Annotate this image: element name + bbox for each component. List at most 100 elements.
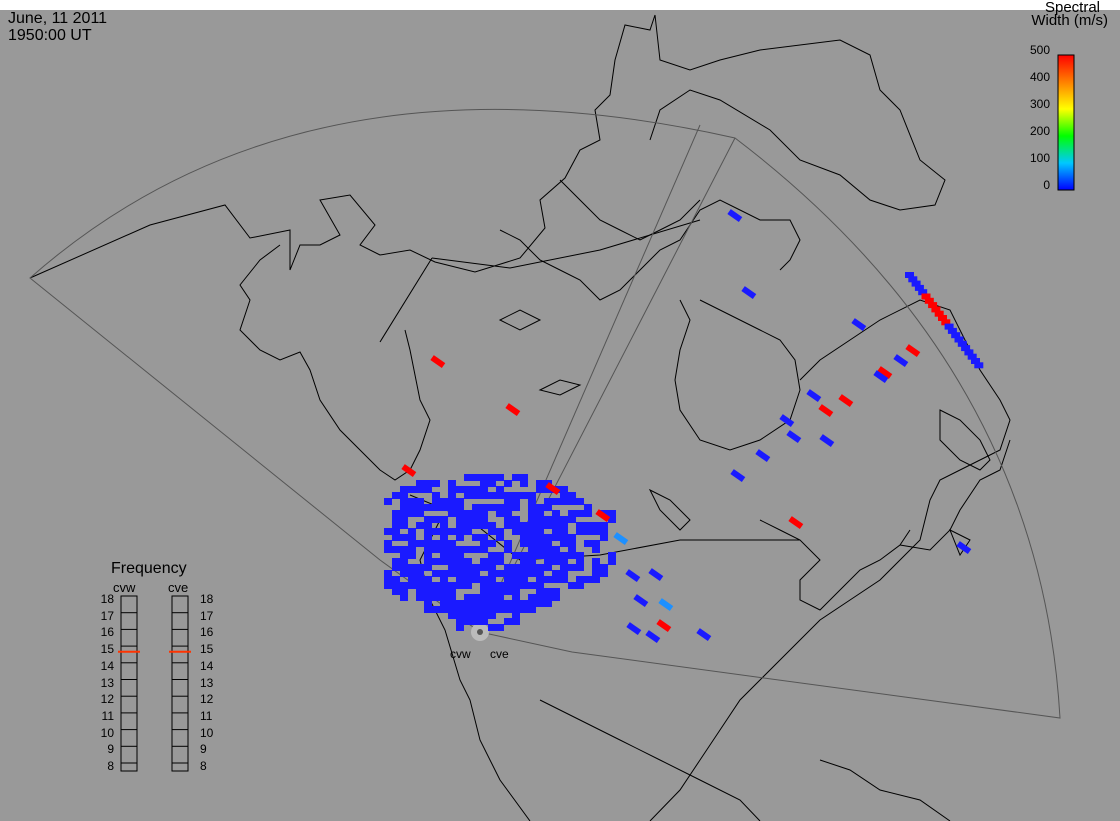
scatter-cell bbox=[424, 534, 432, 541]
scatter-cell bbox=[528, 606, 536, 613]
scatter-cell bbox=[448, 480, 456, 487]
scatter-cell bbox=[512, 504, 520, 511]
scatter-cell bbox=[568, 564, 576, 571]
scatter-cell bbox=[430, 355, 446, 369]
frequency-scale-right: 9 bbox=[200, 742, 207, 757]
colorbar-tick: 300 bbox=[1029, 97, 1050, 111]
scatter-cell bbox=[440, 504, 448, 511]
scatter-cell bbox=[536, 582, 544, 589]
scatter-cell bbox=[512, 594, 520, 601]
scatter-cell bbox=[560, 498, 568, 505]
scatter-cell bbox=[408, 564, 416, 571]
scatter-cell bbox=[464, 570, 472, 577]
scatter-cell bbox=[448, 504, 456, 511]
scatter-cell bbox=[576, 582, 584, 589]
scatter-cell bbox=[424, 540, 432, 547]
scatter-cell bbox=[488, 552, 496, 559]
scatter-cell bbox=[536, 522, 544, 529]
scatter-cell bbox=[496, 510, 504, 517]
scatter-cell bbox=[456, 504, 464, 511]
scatter-cell bbox=[504, 522, 512, 529]
scatter-cell bbox=[488, 594, 496, 601]
scatter-cell bbox=[456, 522, 464, 529]
scatter-cell bbox=[401, 464, 417, 478]
scatter-cell bbox=[496, 552, 504, 559]
scatter-cell bbox=[496, 570, 504, 577]
scatter-cell bbox=[488, 480, 496, 487]
scatter-cell bbox=[456, 624, 464, 631]
scatter-cell bbox=[456, 546, 464, 553]
scatter-cell bbox=[626, 622, 642, 636]
scatter-cell bbox=[544, 522, 552, 529]
scatter-cell bbox=[560, 528, 568, 535]
scatter-cell bbox=[488, 582, 496, 589]
scatter-cell bbox=[545, 482, 561, 496]
scatter-cell bbox=[974, 362, 984, 369]
scatter-cell bbox=[544, 564, 552, 571]
scatter-cell bbox=[576, 564, 584, 571]
scatter-cell bbox=[851, 318, 867, 332]
scatter-cell bbox=[568, 552, 576, 559]
scatter-cell bbox=[480, 540, 488, 547]
scatter-cell bbox=[440, 498, 448, 505]
scatter-cell bbox=[528, 558, 536, 565]
scatter-cell bbox=[504, 600, 512, 607]
scatter-cell bbox=[424, 588, 432, 595]
scatter-cell bbox=[408, 546, 416, 553]
radar-label-cve: cve bbox=[490, 647, 509, 661]
frequency-column-box bbox=[120, 595, 138, 772]
scatter-cell bbox=[472, 600, 480, 607]
colorbar bbox=[1057, 54, 1075, 191]
scatter-cell bbox=[440, 606, 448, 613]
scatter-cell bbox=[464, 474, 472, 481]
colorbar-title-line2: Width (m/s) bbox=[1031, 12, 1108, 29]
scatter-cell bbox=[432, 528, 440, 535]
scatter-cell bbox=[560, 540, 568, 547]
scatter-cell bbox=[957, 340, 967, 347]
scatter-cell bbox=[488, 474, 496, 481]
scatter-cell bbox=[448, 546, 456, 553]
scatter-cell bbox=[440, 570, 448, 577]
scatter-cell bbox=[528, 522, 536, 529]
scatter-cell bbox=[472, 546, 480, 553]
scatter-cell bbox=[788, 516, 804, 530]
scatter-cell bbox=[400, 486, 408, 493]
scatter-cell bbox=[576, 528, 584, 535]
scatter-cell bbox=[505, 403, 521, 417]
scatter-cell bbox=[472, 474, 480, 481]
frequency-scale-left: 17 bbox=[100, 608, 114, 623]
scatter-cell bbox=[416, 594, 424, 601]
scatter-cell bbox=[528, 546, 536, 553]
scatter-cell bbox=[536, 480, 544, 487]
scatter-cell bbox=[584, 504, 592, 511]
scatter-cell bbox=[432, 480, 440, 487]
scatter-cell bbox=[392, 546, 400, 553]
scatter-cell bbox=[448, 594, 456, 601]
scatter-cell bbox=[456, 558, 464, 565]
scatter-cell bbox=[961, 345, 971, 352]
scatter-cell bbox=[488, 540, 496, 547]
scatter-cell bbox=[400, 582, 408, 589]
scatter-cell bbox=[520, 480, 528, 487]
scatter-cell bbox=[592, 564, 600, 571]
scatter-cell bbox=[520, 474, 528, 481]
scatter-cell bbox=[528, 516, 536, 523]
scatter-cell bbox=[964, 349, 974, 356]
scatter-cell bbox=[552, 552, 560, 559]
scatter-cell bbox=[384, 498, 392, 505]
frequency-scale-left: 9 bbox=[107, 742, 114, 757]
scatter-cell bbox=[496, 492, 504, 499]
frequency-title: Frequency bbox=[111, 560, 187, 577]
scatter-cell bbox=[488, 564, 496, 571]
scatter-cell bbox=[424, 564, 432, 571]
scatter-cell bbox=[472, 618, 480, 625]
scatter-cell bbox=[440, 534, 448, 541]
scatter-cell bbox=[416, 570, 424, 577]
scatter-cell bbox=[384, 576, 392, 583]
scatter-cell bbox=[400, 558, 408, 565]
scatter-cell bbox=[512, 528, 520, 535]
scatter-cell bbox=[392, 576, 400, 583]
scatter-cell bbox=[536, 546, 544, 553]
scatter-cell bbox=[528, 570, 536, 577]
scatter-cell bbox=[544, 504, 552, 511]
